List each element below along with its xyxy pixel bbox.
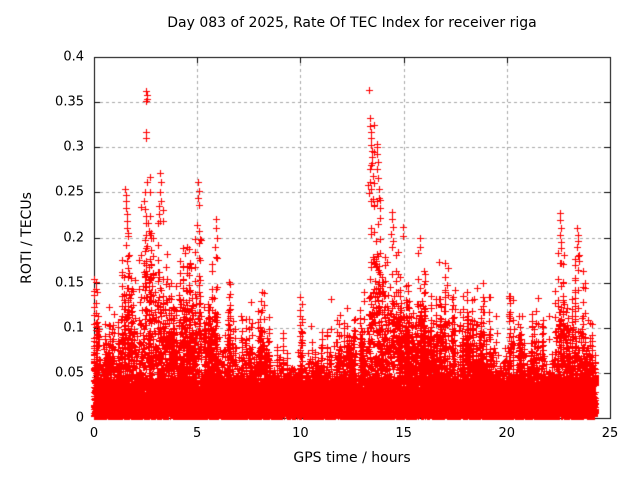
- y-tick-label: 0.35: [55, 94, 84, 110]
- y-tick-label: 0: [75, 410, 84, 426]
- x-tick-label: 0: [89, 426, 99, 441]
- x-tick-label: 10: [292, 426, 309, 441]
- y-tick-label: 0.3: [63, 139, 84, 155]
- x-axis-label: GPS time / hours: [293, 450, 411, 466]
- x-tick-label: 15: [395, 426, 412, 441]
- y-axis-label: ROTI / TECUs: [19, 192, 35, 284]
- y-tick-label: 0.1: [63, 320, 84, 336]
- x-tick-label: 5: [193, 426, 202, 441]
- x-tick-label: 20: [498, 426, 516, 441]
- y-tick-label: 0.2: [63, 230, 84, 245]
- x-tick-label: 25: [601, 426, 619, 441]
- y-tick-label: 0.4: [63, 49, 84, 65]
- chart-title: Day 083 of 2025, Rate Of TEC Index for r…: [167, 15, 537, 31]
- y-tick-label: 0.25: [55, 184, 84, 200]
- y-tick-label: 0.15: [55, 275, 84, 291]
- y-tick-label: 0.05: [55, 365, 84, 381]
